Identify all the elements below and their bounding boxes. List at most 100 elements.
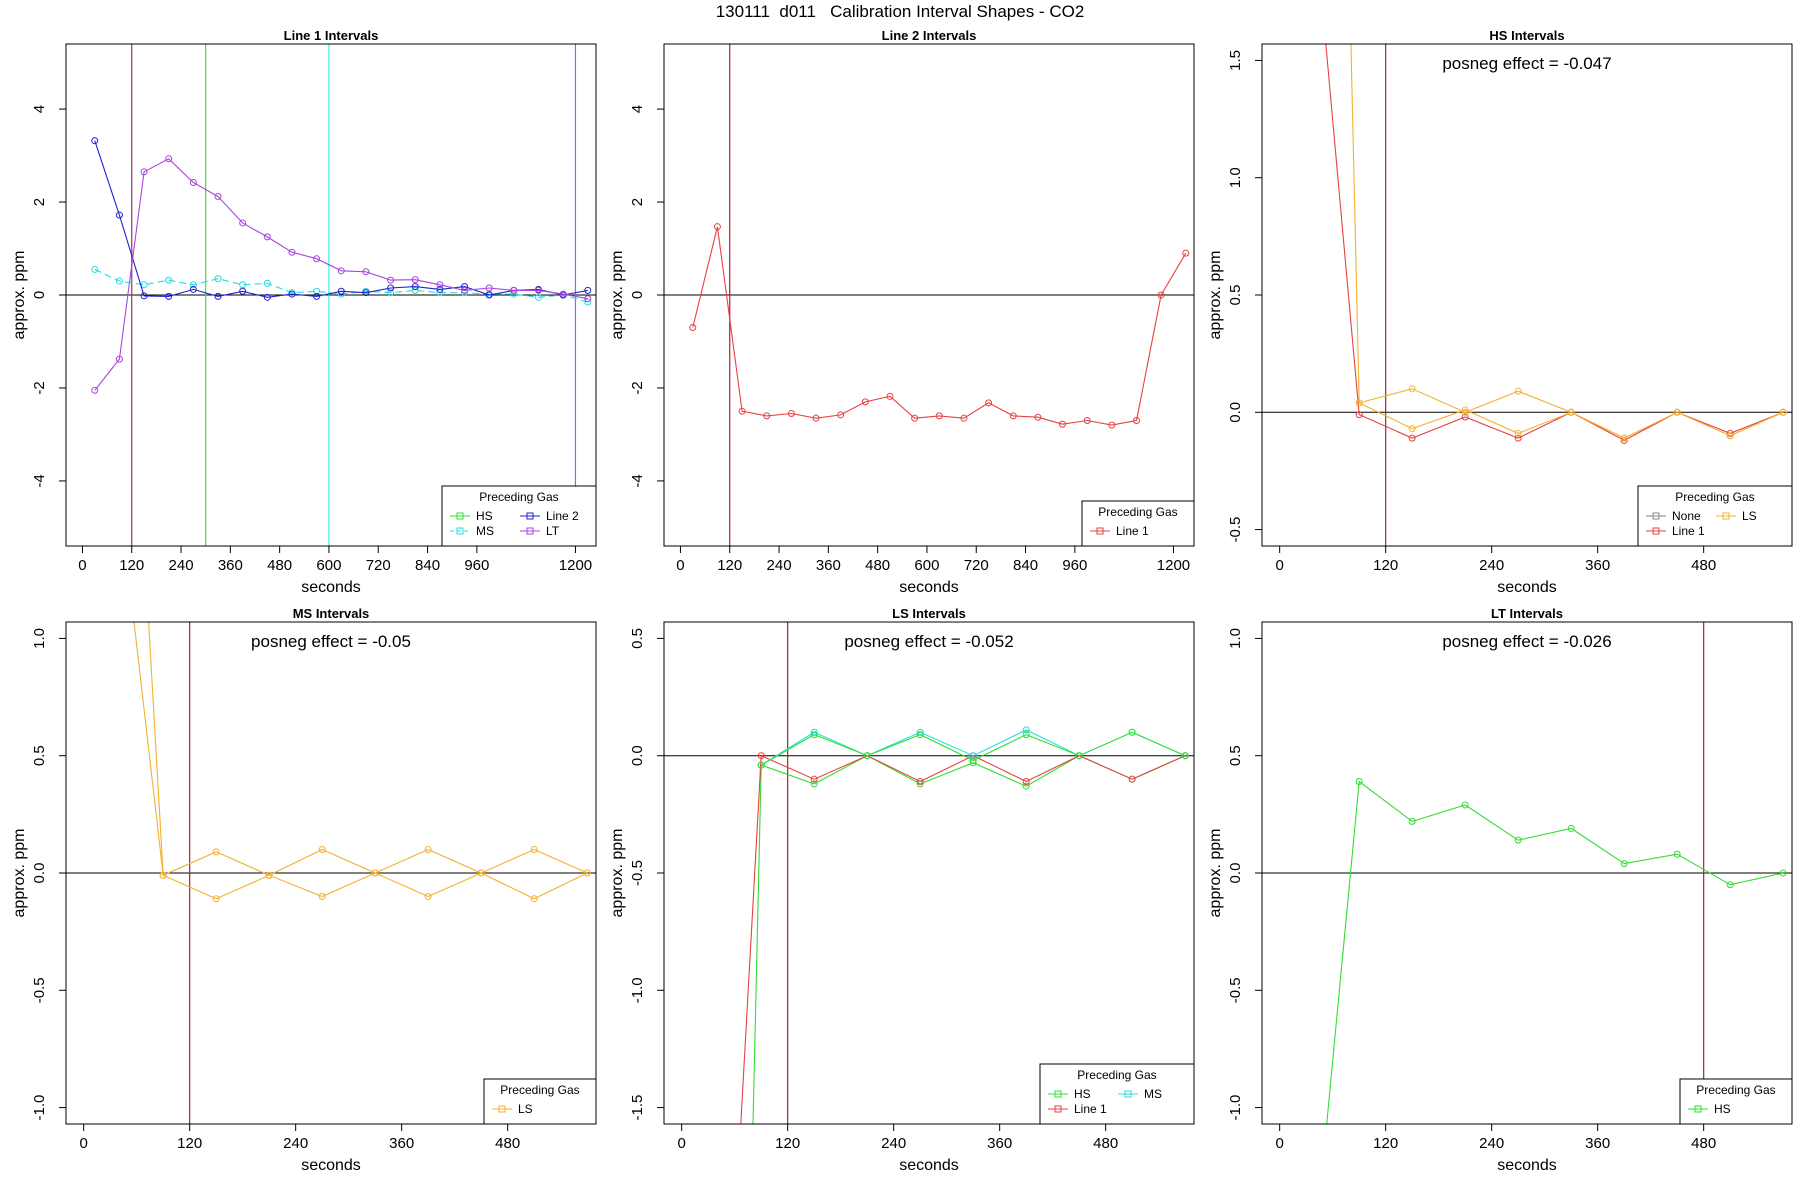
data-point — [1408, 425, 1416, 433]
data-point — [424, 892, 432, 900]
data-point — [510, 290, 518, 298]
data-point — [935, 412, 943, 420]
data-point — [263, 233, 271, 241]
y-tick-label: -0.5 — [1227, 517, 1244, 543]
panel-title: HS Intervals — [1489, 28, 1564, 43]
panel-title: Line 2 Intervals — [882, 28, 977, 43]
y-tick-label: 0.0 — [1227, 863, 1244, 884]
x-tick-label: 120 — [119, 557, 144, 574]
data-point — [214, 292, 222, 300]
data-point — [115, 211, 123, 219]
data-point — [461, 283, 469, 291]
x-tick-label: 240 — [767, 557, 792, 574]
legend-label: MS — [476, 524, 494, 538]
data-point — [1128, 728, 1136, 736]
legend-marker — [456, 527, 464, 535]
data-point — [239, 281, 247, 289]
legend-title: Preceding Gas — [1098, 505, 1177, 519]
x-axis-label: seconds — [899, 1157, 959, 1174]
data-point — [115, 277, 123, 285]
y-tick-label: -0.5 — [31, 977, 48, 1003]
data-point — [810, 731, 818, 739]
data-point — [763, 412, 771, 420]
y-axis-label: approx. ppm — [609, 251, 626, 340]
legend-box — [483, 1078, 597, 1125]
x-tick-label: 240 — [1479, 557, 1504, 574]
plot-frame — [65, 621, 597, 1125]
data-point — [1461, 801, 1469, 809]
data-point — [1514, 836, 1522, 844]
legend-title: Preceding Gas — [1696, 1083, 1775, 1097]
data-point — [1673, 408, 1681, 416]
legend-label: None — [1672, 509, 1701, 523]
data-point — [810, 780, 818, 788]
data-point — [1673, 850, 1681, 858]
x-tick-label: 480 — [1691, 557, 1716, 574]
series-line-ls-b — [148, 622, 588, 877]
data-point — [1083, 417, 1091, 424]
legend-marker — [1124, 1090, 1132, 1098]
data-point — [1022, 778, 1030, 786]
data-point — [969, 752, 977, 760]
data-point — [1567, 408, 1575, 416]
x-tick-label: 1200 — [559, 557, 592, 574]
x-tick-label: 360 — [1585, 1135, 1610, 1152]
plot-frame — [1261, 621, 1793, 1125]
y-axis-label: approx. ppm — [1207, 251, 1224, 340]
panel-3: HS Intervals seconds approx. ppm 0 120 240 360… — [1207, 28, 1793, 596]
legend-marker — [1652, 512, 1660, 520]
legend-box — [1679, 1078, 1793, 1125]
series-line-line-2 — [94, 140, 588, 298]
legend-title: Preceding Gas — [500, 1083, 579, 1097]
x-tick-label: 240 — [169, 557, 194, 574]
y-tick-label: 0.0 — [629, 745, 646, 766]
legend-label: Line 1 — [1074, 1102, 1107, 1116]
data-point — [387, 276, 395, 284]
x-tick-label: 120 — [1373, 1135, 1398, 1152]
data-point — [212, 848, 220, 856]
legend-label: MS — [1144, 1087, 1162, 1101]
data-point — [1514, 429, 1522, 437]
y-tick-label: 4 — [629, 105, 646, 113]
data-point — [288, 290, 296, 298]
y-tick-label: -2 — [31, 381, 48, 394]
legend-marker — [1054, 1105, 1062, 1113]
y-axis-label: approx. ppm — [1207, 829, 1224, 918]
data-point — [1022, 726, 1030, 734]
data-point — [477, 869, 485, 877]
plot-area — [1262, 44, 1792, 546]
y-tick-label: -0.5 — [629, 860, 646, 886]
data-point — [485, 284, 493, 292]
data-point — [313, 287, 321, 295]
data-point — [1157, 291, 1165, 299]
series-line-line-1 — [692, 226, 1187, 426]
y-tick-label: 0.5 — [1227, 745, 1244, 766]
data-point — [212, 895, 220, 903]
data-point — [318, 892, 326, 900]
legend: Preceding Gas HS — [1679, 1078, 1793, 1125]
x-tick-label: 960 — [464, 557, 489, 574]
x-tick-label: 960 — [1062, 557, 1087, 574]
data-point — [265, 871, 273, 879]
plot-area — [664, 44, 1194, 546]
y-tick-label: 2 — [31, 198, 48, 206]
data-point — [1461, 408, 1469, 416]
plot-area — [66, 44, 596, 546]
y-tick-label: 4 — [31, 105, 48, 113]
data-point — [362, 268, 370, 276]
data-point — [916, 731, 924, 739]
x-tick-label: 120 — [1373, 557, 1398, 574]
y-tick-label: 0.0 — [1227, 402, 1244, 423]
series-line-line-1 — [740, 754, 1186, 1124]
data-point — [1355, 399, 1363, 407]
data-point — [584, 286, 592, 294]
y-axis-label: approx. ppm — [11, 829, 28, 918]
x-tick-label: 240 — [283, 1135, 308, 1152]
y-tick-label: 0.0 — [31, 863, 48, 884]
data-point — [436, 285, 444, 293]
y-tick-label: -1.5 — [629, 1095, 646, 1121]
y-tick-label: 0 — [31, 291, 48, 299]
x-tick-label: 360 — [218, 557, 243, 574]
plot-frame — [65, 43, 597, 547]
